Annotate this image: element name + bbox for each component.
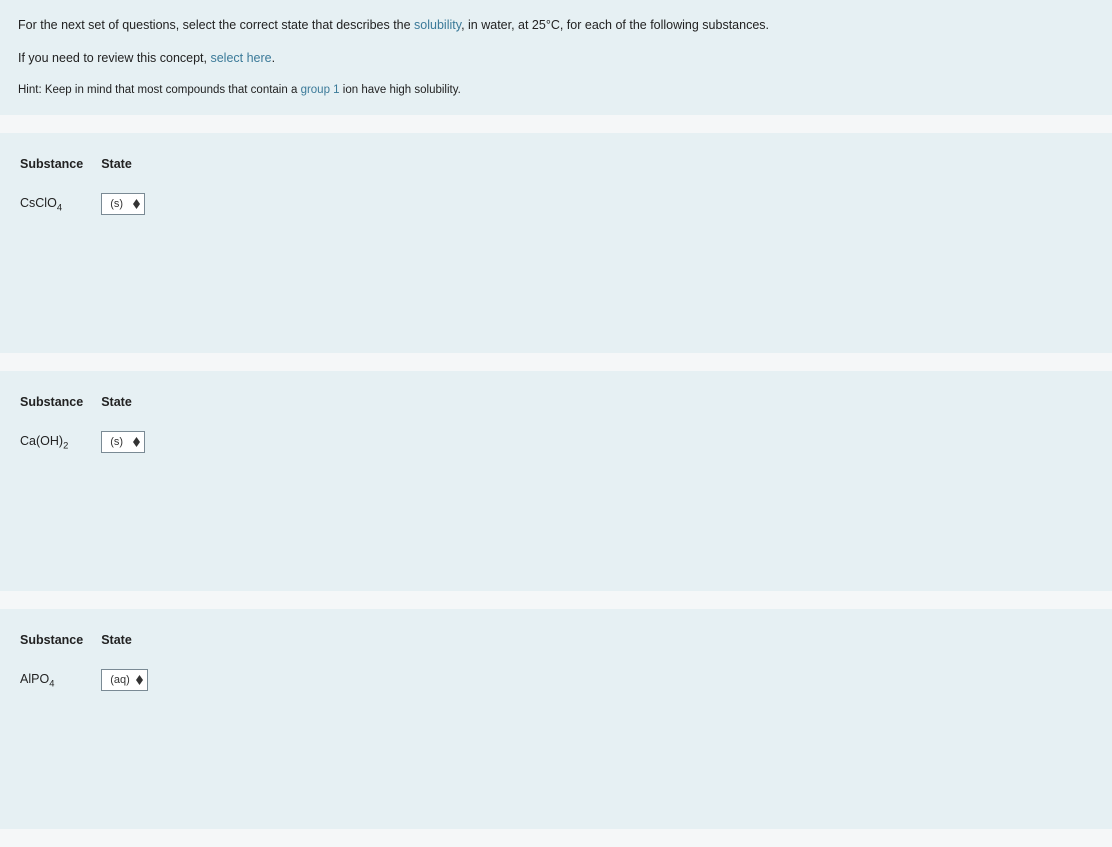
column-header-substance: Substance [20,157,101,193]
select-value: (aq) [110,674,130,686]
column-header-substance: Substance [20,633,101,669]
formula-base: CsClO [20,196,57,210]
text-segment: For the next set of questions, select th… [18,18,414,32]
formula-base: Ca(OH) [20,434,63,448]
table-row: Ca(OH)2 (s) [20,431,163,453]
substance-formula: AlPO4 [20,672,54,686]
substance-formula: CsClO4 [20,196,62,210]
state-select[interactable]: (aq) [101,669,148,691]
chevron-updown-icon [133,437,140,447]
state-select[interactable]: (s) [101,193,145,215]
text-segment: Hint: Keep in mind that most compounds t… [18,84,301,96]
chevron-updown-icon [136,675,143,685]
substance-formula: Ca(OH)2 [20,434,68,448]
column-header-state: State [101,395,163,431]
question-table: Substance State CsClO4 (s) [20,157,163,215]
solubility-link[interactable]: solubility [414,18,461,32]
table-row: CsClO4 (s) [20,193,163,215]
question-panel: Substance State AlPO4 (aq) [0,609,1112,829]
question-table: Substance State Ca(OH)2 (s) [20,395,163,453]
instructions-panel: For the next set of questions, select th… [0,0,1112,115]
column-header-substance: Substance [20,395,101,431]
chevron-updown-icon [133,199,140,209]
select-value: (s) [110,198,123,210]
formula-subscript: 4 [49,678,54,688]
column-header-state: State [101,157,163,193]
formula-base: AlPO [20,672,49,686]
instructions-paragraph-2: If you need to review this concept, sele… [18,49,1094,68]
group1-link[interactable]: group 1 [301,84,340,96]
state-select[interactable]: (s) [101,431,145,453]
question-table: Substance State AlPO4 (aq) [20,633,166,691]
text-segment: . [272,51,275,65]
review-link[interactable]: select here [210,51,271,65]
select-value: (s) [110,436,123,448]
formula-subscript: 2 [63,440,68,450]
table-row: AlPO4 (aq) [20,669,166,691]
hint-paragraph: Hint: Keep in mind that most compounds t… [18,82,1094,99]
question-panel: Substance State Ca(OH)2 (s) [0,371,1112,591]
text-segment: ion have high solubility. [340,84,461,96]
instructions-paragraph-1: For the next set of questions, select th… [18,16,1094,35]
formula-subscript: 4 [57,202,62,212]
text-segment: , in water, at 25°C, for each of the fol… [461,18,769,32]
column-header-state: State [101,633,166,669]
text-segment: If you need to review this concept, [18,51,210,65]
question-panel: Substance State CsClO4 (s) [0,133,1112,353]
